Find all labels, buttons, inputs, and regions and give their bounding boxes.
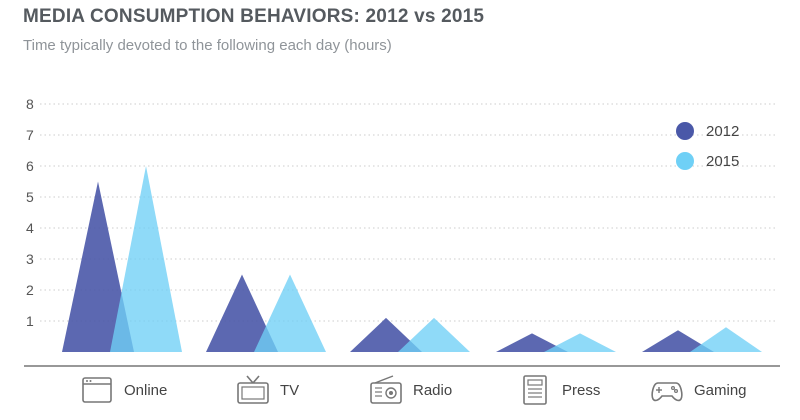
category-label: Radio [413,381,453,399]
browser-window-icon [82,377,112,403]
radio-icon [370,375,402,404]
legend-label-2015: 2015 [706,152,740,170]
bar-2015-gaming [690,327,762,352]
bar-2012-tv [206,274,278,352]
legend-item-2015: 2015 [676,146,739,176]
y-tick-label: 3 [26,251,34,267]
legend-swatch-2012 [676,122,694,140]
bar-2012-online [62,181,134,352]
category-online: Online [80,372,167,408]
y-axis-ticks: 1 2 3 4 5 6 7 8 [26,96,34,329]
legend-swatch-2015 [676,152,694,170]
y-tick-label: 6 [26,158,34,174]
chart-subtitle: Time typically devoted to the following … [23,37,392,54]
bar-2012-radio [350,317,422,352]
tv-icon [237,375,269,404]
y-tick-label: 1 [26,313,34,329]
chart-title: MEDIA CONSUMPTION BEHAVIORS: 2012 vs 201… [23,6,485,27]
category-label: TV [280,381,300,399]
bar-2015-press [544,333,616,352]
category-label: Gaming [694,381,747,399]
category-label: Press [562,381,601,399]
bar-2012-gaming [642,330,714,352]
bar-2015-online [110,166,182,352]
bar-2015-tv [254,274,326,352]
category-tv: TV [236,372,299,408]
y-tick-label: 5 [26,189,34,205]
y-tick-label: 8 [26,96,34,112]
legend: 2012 2015 [676,116,739,176]
bar-2015-radio [398,317,470,352]
y-tick-label: 4 [26,220,34,236]
category-radio: Radio [369,372,452,408]
gamepad-icon [651,382,683,402]
category-gaming: Gaming [650,372,747,408]
category-press: Press [518,372,600,408]
newspaper-icon [523,375,547,405]
y-tick-label: 2 [26,282,34,298]
legend-label-2012: 2012 [706,122,740,140]
y-tick-label: 7 [26,127,34,143]
bar-2012-press [496,333,568,352]
legend-item-2012: 2012 [676,116,739,146]
bars-layer [62,166,762,352]
category-label: Online [124,381,168,399]
